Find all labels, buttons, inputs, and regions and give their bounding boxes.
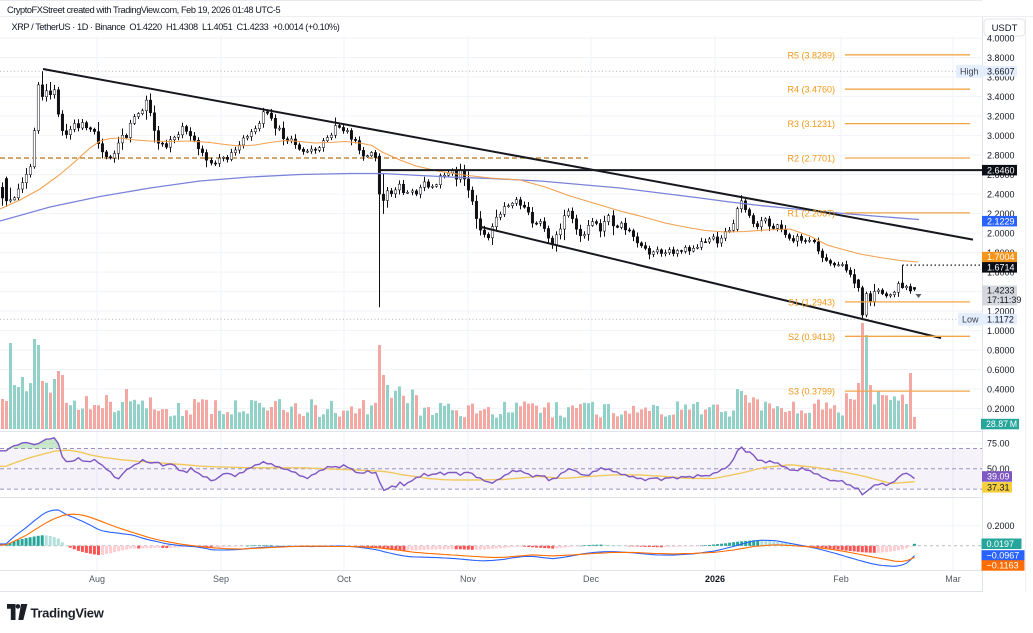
svg-text:2026: 2026: [705, 574, 725, 584]
svg-text:3.4000: 3.4000: [987, 92, 1015, 102]
svg-text:3.8000: 3.8000: [987, 53, 1015, 63]
svg-text:CryptoFXStreet created with Tr: CryptoFXStreet created with TradingView.…: [7, 5, 280, 15]
svg-text:1.6714: 1.6714: [987, 263, 1015, 273]
svg-text:2.6460: 2.6460: [987, 165, 1015, 175]
svg-text:75.00: 75.00: [987, 439, 1010, 449]
svg-text:0.8000: 0.8000: [987, 345, 1015, 355]
svg-text:R5 (3.8289): R5 (3.8289): [787, 50, 835, 60]
svg-text:−0.1163: −0.1163: [987, 561, 1019, 571]
svg-text:High: High: [960, 66, 979, 76]
svg-text:0.2000: 0.2000: [987, 404, 1015, 414]
svg-text:−0.0967: −0.0967: [987, 551, 1020, 561]
svg-text:Aug: Aug: [89, 574, 105, 584]
svg-text:3.0000: 3.0000: [987, 131, 1015, 141]
svg-text:Low: Low: [962, 314, 979, 324]
svg-text:1.1172: 1.1172: [987, 314, 1014, 324]
svg-text:1.7004: 1.7004: [987, 252, 1015, 262]
svg-text:0.4000: 0.4000: [987, 384, 1015, 394]
svg-text:1.4233: 1.4233: [987, 286, 1015, 296]
svg-text:R1 (2.2067): R1 (2.2067): [787, 208, 835, 218]
svg-text:0.0197: 0.0197: [987, 539, 1015, 549]
svg-text:R3 (3.1231): R3 (3.1231): [787, 119, 835, 129]
svg-text:Oct: Oct: [337, 574, 352, 584]
svg-text:R2 (2.7701): R2 (2.7701): [787, 154, 835, 164]
svg-text:0.6000: 0.6000: [987, 365, 1015, 375]
svg-text:XRP / TetherUS · 1D · Binance: XRP / TetherUS · 1D · Binance O1.4220 H1…: [12, 22, 340, 32]
svg-text:4.0000: 4.0000: [987, 33, 1015, 43]
svg-text:Mar: Mar: [945, 574, 961, 584]
svg-text:2.4000: 2.4000: [987, 189, 1015, 199]
svg-text:Feb: Feb: [833, 574, 849, 584]
svg-text:Dec: Dec: [583, 574, 600, 584]
svg-text:3.6607: 3.6607: [987, 66, 1015, 76]
svg-text:R4 (3.4760): R4 (3.4760): [787, 85, 835, 95]
svg-text:0.2000: 0.2000: [987, 521, 1015, 531]
svg-text:28.87 M: 28.87 M: [986, 419, 1017, 429]
svg-text:17:11:39: 17:11:39: [987, 295, 1021, 305]
svg-text:37.31: 37.31: [987, 483, 1010, 493]
svg-text:3.2000: 3.2000: [987, 111, 1015, 121]
svg-text:S2 (0.9413): S2 (0.9413): [788, 332, 835, 342]
svg-text:TradingView: TradingView: [31, 606, 105, 621]
svg-text:2.1229: 2.1229: [987, 216, 1015, 226]
svg-text:Sep: Sep: [213, 574, 229, 584]
svg-text:2.8000: 2.8000: [987, 150, 1015, 160]
svg-text:39.09: 39.09: [987, 472, 1010, 482]
svg-text:Nov: Nov: [460, 574, 477, 584]
svg-text:S3 (0.3799): S3 (0.3799): [788, 387, 835, 397]
svg-text:S1 (1.2943): S1 (1.2943): [788, 297, 835, 307]
svg-text:2.0000: 2.0000: [987, 228, 1015, 238]
svg-text:1.0000: 1.0000: [987, 326, 1015, 336]
